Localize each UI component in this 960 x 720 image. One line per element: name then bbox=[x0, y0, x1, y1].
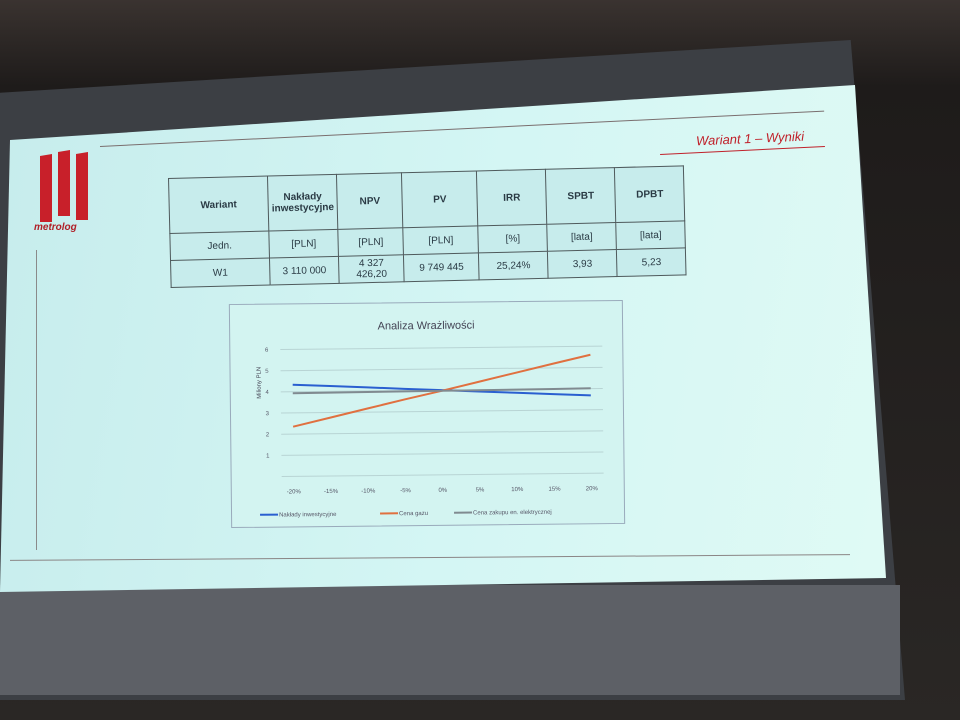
gridline bbox=[280, 409, 603, 414]
x-tick-label: 15% bbox=[549, 487, 562, 493]
y-axis-label: Miliony PLN bbox=[256, 367, 262, 399]
legend-label: Nakłady inwestycyjne bbox=[279, 512, 337, 519]
logo-text: metrolog bbox=[34, 222, 77, 233]
chart-title: Analiza Wrażliwości bbox=[378, 319, 475, 332]
gridline bbox=[280, 366, 603, 372]
gridline bbox=[281, 451, 604, 456]
left-divider bbox=[36, 250, 37, 550]
sensitivity-chart: Analiza Wrażliwości Miliony PLN 1 2 3 4 5 6 -2… bbox=[228, 299, 626, 529]
unit-cell: [PLN] bbox=[403, 225, 479, 255]
x-tick-label: 5% bbox=[476, 487, 485, 493]
value-cell: 3,93 bbox=[547, 249, 618, 279]
unit-cell: [PLN] bbox=[338, 227, 404, 257]
y-tick-label: 2 bbox=[266, 432, 270, 438]
header-cell: PV bbox=[401, 170, 479, 228]
results-table: Wariant Nakłady inwestycyjne NPV PV IRR … bbox=[168, 165, 687, 288]
series-line-3 bbox=[292, 387, 591, 395]
value-cell: 4 327 426,20 bbox=[338, 254, 405, 284]
header-cell: DPBT bbox=[614, 165, 685, 223]
x-tick-label: -15% bbox=[324, 489, 339, 495]
header-cell: Nakłady inwestycyjne bbox=[267, 174, 339, 232]
header-cell: SPBT bbox=[545, 167, 616, 225]
gridline bbox=[281, 472, 604, 478]
legend-label: Cena zakupu en. elektrycznej bbox=[473, 510, 552, 517]
y-tick-label: 6 bbox=[265, 348, 269, 354]
value-cell: 25,24% bbox=[478, 251, 549, 280]
header-cell: IRR bbox=[476, 169, 547, 226]
value-cell: W1 bbox=[170, 258, 271, 288]
x-tick-label: 10% bbox=[511, 487, 524, 493]
gridline bbox=[281, 430, 604, 435]
y-tick-label: 5 bbox=[265, 369, 269, 375]
x-tick-label: -5% bbox=[400, 488, 411, 494]
chart-svg: Analiza Wrażliwości Miliony PLN 1 2 3 4 5 6 -2… bbox=[256, 319, 604, 519]
unit-cell: [%] bbox=[478, 224, 548, 253]
x-tick-label: -10% bbox=[361, 489, 376, 495]
header-cell: NPV bbox=[336, 172, 404, 230]
x-tick-label: 0% bbox=[438, 488, 447, 494]
x-tick-label: -20% bbox=[287, 489, 302, 495]
legend-label: Cena gazu bbox=[399, 511, 428, 517]
value-cell: 5,23 bbox=[616, 247, 687, 277]
x-tick-label: 20% bbox=[586, 486, 599, 492]
y-tick-label: 1 bbox=[266, 453, 270, 459]
value-cell: 3 110 000 bbox=[269, 256, 340, 286]
unit-cell: [PLN] bbox=[268, 229, 339, 259]
y-tick-label: 4 bbox=[265, 390, 269, 396]
unit-cell: [lata] bbox=[615, 220, 686, 250]
y-tick-label: 3 bbox=[266, 411, 270, 417]
unit-cell: Jedn. bbox=[169, 231, 270, 261]
metrolog-logo bbox=[40, 150, 88, 222]
header-cell: Wariant bbox=[168, 176, 269, 234]
gridline bbox=[280, 345, 603, 351]
screen-lower-area bbox=[0, 585, 900, 695]
value-cell: 9 749 445 bbox=[403, 252, 480, 282]
unit-cell: [lata] bbox=[546, 222, 617, 252]
